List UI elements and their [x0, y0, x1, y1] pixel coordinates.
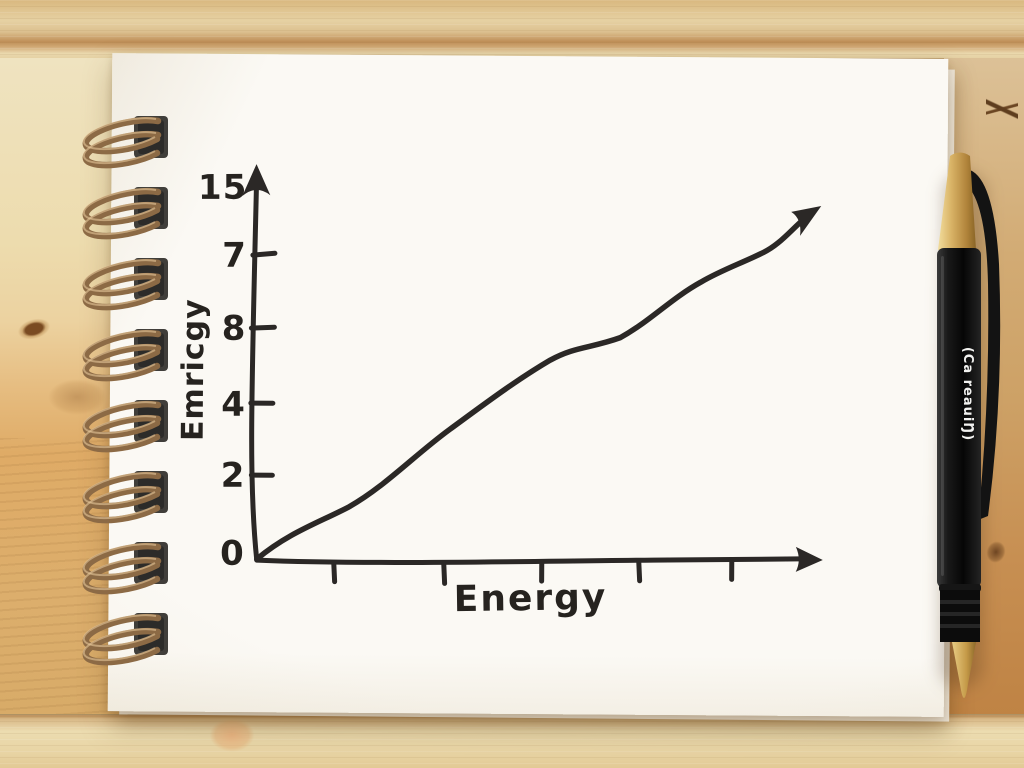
pen-brand-text: (Ca reauiŊ) [960, 347, 975, 441]
pen-clip [962, 170, 1001, 520]
wood-grain-streaks [0, 0, 1024, 58]
x-axis-line [254, 556, 802, 565]
x-axis-tick [636, 559, 643, 584]
spiral-ring [84, 613, 168, 662]
spiral-ring [84, 116, 168, 165]
spiral-ring [84, 329, 168, 378]
pen-grip-ridge [940, 624, 980, 628]
pen-nib [952, 642, 976, 698]
y-axis-tick [248, 324, 277, 331]
wood-knot [204, 714, 260, 756]
y-axis-line [249, 187, 260, 563]
y-tick-label: 0 [220, 533, 245, 574]
wood-knot [986, 90, 1018, 128]
spiral-ring [84, 400, 168, 449]
y-axis-tick [250, 250, 278, 258]
spiral-ring [84, 471, 168, 520]
wood-grain-streaks [0, 715, 1024, 768]
x-axis-label: Energy [453, 576, 608, 621]
spiral-ring [84, 258, 168, 307]
y-axis-arrowhead [242, 164, 271, 197]
x-axis-tick [441, 560, 448, 586]
pen-body [937, 248, 981, 588]
y-tick-label: 7 [222, 235, 247, 276]
wood-plank-bottom [0, 714, 1024, 768]
hand-drawn-chart [242, 164, 823, 586]
trend-line [254, 215, 808, 562]
wood-plank-top [0, 0, 1024, 59]
pen-grip-ridge [940, 600, 980, 604]
pen-cap [938, 152, 976, 250]
x-axis-arrowhead [795, 546, 823, 572]
pen-grip-ridge [940, 612, 980, 616]
y-axis-label: Emricgy [175, 298, 212, 442]
spiral-binding [58, 96, 178, 676]
spiral-ring [84, 542, 168, 591]
y-tick-label: 15 [198, 167, 248, 208]
spiral-ring [84, 187, 168, 236]
x-axis-tick [331, 560, 338, 585]
ballpoint-pen: (Ca reauiŊ) [937, 152, 1001, 698]
pen-body-highlight [941, 256, 944, 576]
notebook-paper: 15 7 8 4 2 0 Emricgy Energy [107, 53, 949, 717]
trend-arrowhead [791, 206, 822, 236]
